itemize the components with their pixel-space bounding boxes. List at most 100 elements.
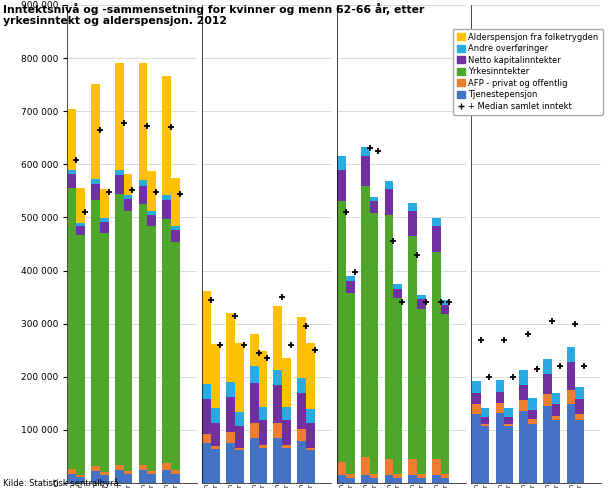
Bar bbox=[346, 276, 354, 281]
Bar bbox=[543, 359, 551, 374]
Bar bbox=[100, 218, 109, 222]
Bar bbox=[408, 210, 417, 236]
Bar bbox=[68, 170, 76, 174]
Bar bbox=[249, 383, 259, 423]
Bar bbox=[417, 478, 426, 483]
Bar bbox=[337, 462, 346, 475]
Bar bbox=[361, 185, 370, 457]
Bar bbox=[384, 189, 393, 215]
Bar bbox=[211, 344, 220, 407]
Bar bbox=[259, 420, 267, 446]
Bar bbox=[432, 475, 440, 483]
Bar bbox=[259, 446, 267, 447]
Bar bbox=[393, 288, 402, 298]
Bar bbox=[472, 381, 481, 393]
Bar bbox=[68, 473, 76, 483]
Bar bbox=[171, 178, 180, 226]
Bar bbox=[226, 431, 235, 443]
Bar bbox=[408, 459, 417, 475]
Bar bbox=[528, 419, 537, 424]
Bar bbox=[567, 389, 575, 405]
Bar bbox=[519, 385, 528, 400]
Bar bbox=[92, 466, 100, 471]
Bar bbox=[504, 417, 513, 424]
Bar bbox=[171, 230, 180, 242]
Bar bbox=[124, 199, 132, 210]
Bar bbox=[306, 423, 315, 448]
Bar bbox=[393, 285, 402, 288]
Bar bbox=[138, 470, 148, 483]
Bar bbox=[384, 475, 393, 483]
Bar bbox=[124, 195, 132, 199]
Bar bbox=[100, 189, 109, 218]
Bar bbox=[432, 252, 440, 459]
Bar bbox=[337, 170, 346, 202]
Bar bbox=[543, 406, 551, 483]
Bar bbox=[148, 171, 156, 210]
Bar bbox=[124, 174, 132, 195]
Bar bbox=[481, 417, 489, 424]
Bar bbox=[519, 370, 528, 385]
Bar bbox=[440, 300, 450, 305]
Bar bbox=[226, 382, 235, 397]
Bar bbox=[346, 478, 354, 483]
Bar bbox=[100, 222, 109, 233]
Bar bbox=[100, 475, 109, 483]
Bar bbox=[282, 446, 291, 447]
Bar bbox=[115, 63, 124, 170]
Bar bbox=[211, 407, 220, 423]
Bar bbox=[282, 407, 291, 420]
Bar bbox=[235, 448, 243, 450]
Bar bbox=[481, 407, 489, 417]
Bar bbox=[393, 298, 402, 473]
Bar bbox=[211, 447, 220, 448]
Bar bbox=[249, 366, 259, 383]
Bar bbox=[432, 219, 440, 226]
Bar bbox=[346, 293, 354, 473]
Bar bbox=[384, 215, 393, 459]
Text: Inntektsnivå og -sammensetning for kvinner og menn 62-66 år, etter
yrkesinntekt : Inntektsnivå og -sammensetning for kvinn… bbox=[3, 2, 425, 26]
Bar bbox=[148, 226, 156, 471]
Bar bbox=[148, 471, 156, 473]
Bar bbox=[528, 410, 537, 419]
Bar bbox=[384, 182, 393, 189]
Bar bbox=[124, 471, 132, 473]
Bar bbox=[370, 213, 378, 473]
Bar bbox=[472, 393, 481, 405]
Bar bbox=[528, 424, 537, 483]
Bar bbox=[203, 443, 211, 483]
Bar bbox=[203, 384, 211, 399]
Legend: Alderspensjon fra folketrygden, Andre overføringer, Netto kapitalinntekter, Yrke: Alderspensjon fra folketrygden, Andre ov… bbox=[453, 29, 603, 115]
Bar bbox=[203, 434, 211, 443]
Bar bbox=[567, 362, 575, 389]
Bar bbox=[76, 223, 85, 226]
Bar bbox=[504, 424, 513, 426]
Bar bbox=[370, 478, 378, 483]
Bar bbox=[370, 197, 378, 202]
Bar bbox=[249, 423, 259, 438]
Bar bbox=[76, 226, 85, 236]
Bar bbox=[519, 400, 528, 411]
Bar bbox=[440, 473, 450, 478]
Bar bbox=[76, 236, 85, 475]
Bar bbox=[162, 76, 171, 195]
Bar bbox=[211, 423, 220, 447]
Bar bbox=[171, 242, 180, 470]
Bar bbox=[551, 405, 561, 416]
Bar bbox=[68, 469, 76, 473]
Bar bbox=[297, 317, 306, 378]
Bar bbox=[481, 424, 489, 426]
Bar bbox=[259, 447, 267, 483]
Bar bbox=[76, 188, 85, 223]
Bar bbox=[92, 179, 100, 184]
Bar bbox=[273, 423, 282, 438]
Bar bbox=[519, 411, 528, 483]
Bar bbox=[306, 448, 315, 450]
Bar bbox=[370, 202, 378, 213]
Bar bbox=[543, 394, 551, 406]
Bar bbox=[337, 202, 346, 462]
Bar bbox=[76, 477, 85, 483]
Bar bbox=[124, 210, 132, 471]
Bar bbox=[481, 426, 489, 483]
Bar bbox=[226, 397, 235, 431]
